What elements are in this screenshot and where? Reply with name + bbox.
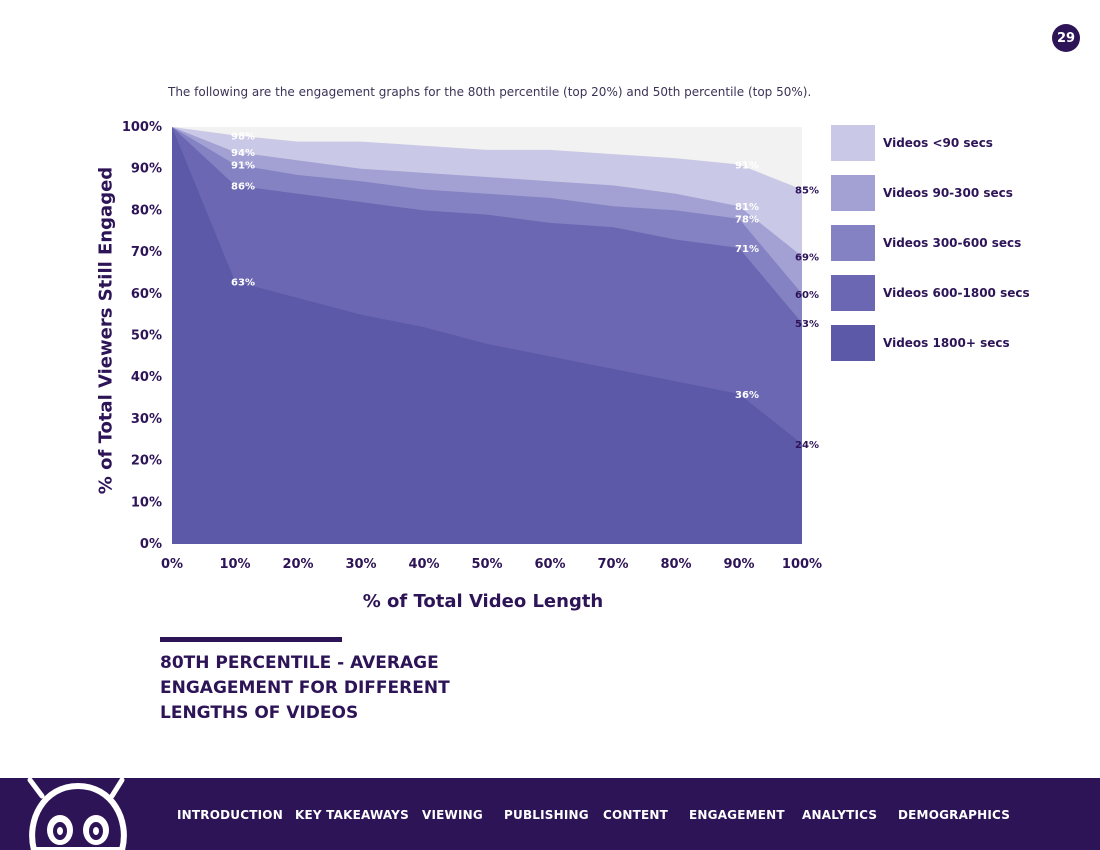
x-tick-label: 40% [408, 557, 439, 572]
data-label: 24% [795, 440, 819, 451]
legend-label: Videos 300-600 secs [883, 236, 1022, 250]
legend-item: Videos 600-1800 secs [831, 275, 1030, 311]
legend-item: Videos 1800+ secs [831, 325, 1030, 361]
data-label: 63% [231, 277, 255, 288]
data-label: 81% [735, 202, 759, 213]
data-label: 94% [231, 148, 255, 159]
x-tick-label: 20% [282, 557, 313, 572]
y-tick-label: 60% [131, 287, 162, 302]
data-label: 78% [735, 215, 759, 226]
x-tick-label: 0% [161, 557, 183, 572]
x-tick-label: 80% [660, 557, 691, 572]
y-tick-label: 70% [131, 245, 162, 260]
nav-item-introduction[interactable]: INTRODUCTION [177, 808, 283, 822]
data-label: 53% [795, 319, 819, 330]
x-axis-label: % of Total Video Length [362, 591, 604, 612]
data-label: 60% [795, 290, 819, 301]
y-tick-label: 100% [122, 120, 162, 135]
engagement-area-chart: 0% 10% 20% 30% 40% 50% 60% 70% 80% 90% 100% 0% 10% 20… [122, 120, 822, 572]
legend-item: Videos 90-300 secs [831, 175, 1030, 211]
bottom-nav: INTRODUCTION KEY TAKEAWAYS VIEWING PUBLI… [0, 778, 1100, 850]
data-label: 71% [735, 244, 759, 255]
x-tick-label: 30% [345, 557, 376, 572]
data-label: 69% [795, 252, 819, 263]
x-tick-label: 50% [471, 557, 502, 572]
mascot-logo-icon [27, 778, 127, 850]
legend-swatch [831, 175, 875, 211]
x-tick-label: 10% [219, 557, 250, 572]
page-number: 29 [1052, 24, 1080, 52]
chart-legend: Videos <90 secs Videos 90-300 secs Video… [831, 125, 1030, 375]
chart-title: 80TH PERCENTILE - AVERAGE ENGAGEMENT FOR… [160, 653, 450, 723]
x-tick-label: 70% [597, 557, 628, 572]
nav-item-demographics[interactable]: DEMOGRAPHICS [898, 808, 1011, 822]
x-tick-label: 90% [723, 557, 754, 572]
legend-swatch [831, 225, 875, 261]
y-tick-label: 10% [131, 495, 162, 510]
y-tick-label: 40% [131, 370, 162, 385]
data-label: 36% [735, 390, 759, 401]
area-series-4 [172, 127, 802, 544]
y-tick-label: 30% [131, 412, 162, 427]
data-label: 91% [231, 161, 255, 172]
y-tick-label: 0% [140, 537, 162, 552]
nav-item-engagement[interactable]: ENGAGEMENT [689, 808, 785, 822]
data-label: 86% [231, 181, 255, 192]
data-label: 85% [795, 186, 819, 197]
legend-label: Videos 600-1800 secs [883, 286, 1030, 300]
legend-swatch [831, 275, 875, 311]
nav-item-publishing[interactable]: PUBLISHING [504, 808, 589, 822]
nav-item-viewing[interactable]: VIEWING [422, 808, 483, 822]
footer-nav-bar: INTRODUCTION KEY TAKEAWAYS VIEWING PUBLI… [0, 778, 1100, 850]
nav-item-analytics[interactable]: ANALYTICS [802, 808, 878, 822]
y-tick-label: 90% [131, 162, 162, 177]
legend-swatch [831, 325, 875, 361]
y-tick-label: 50% [131, 329, 162, 344]
y-tick-label: 80% [131, 203, 162, 218]
title-rule [160, 637, 342, 642]
y-tick-label: 20% [131, 454, 162, 469]
data-label: 91% [735, 161, 759, 172]
legend-label: Videos <90 secs [883, 136, 993, 150]
intro-text: The following are the engagement graphs … [168, 85, 812, 99]
legend-item: Videos <90 secs [831, 125, 1030, 161]
nav-item-key-takeaways[interactable]: KEY TAKEAWAYS [295, 808, 409, 822]
nav-item-content[interactable]: CONTENT [603, 808, 669, 822]
x-tick-label: 100% [782, 557, 822, 572]
legend-swatch [831, 125, 875, 161]
x-tick-label: 60% [534, 557, 565, 572]
legend-label: Videos 90-300 secs [883, 186, 1013, 200]
y-axis-label: % of Total Viewers Still Engaged [95, 166, 117, 495]
data-label: 98% [231, 131, 255, 142]
legend-label: Videos 1800+ secs [883, 336, 1010, 350]
legend-item: Videos 300-600 secs [831, 225, 1030, 261]
